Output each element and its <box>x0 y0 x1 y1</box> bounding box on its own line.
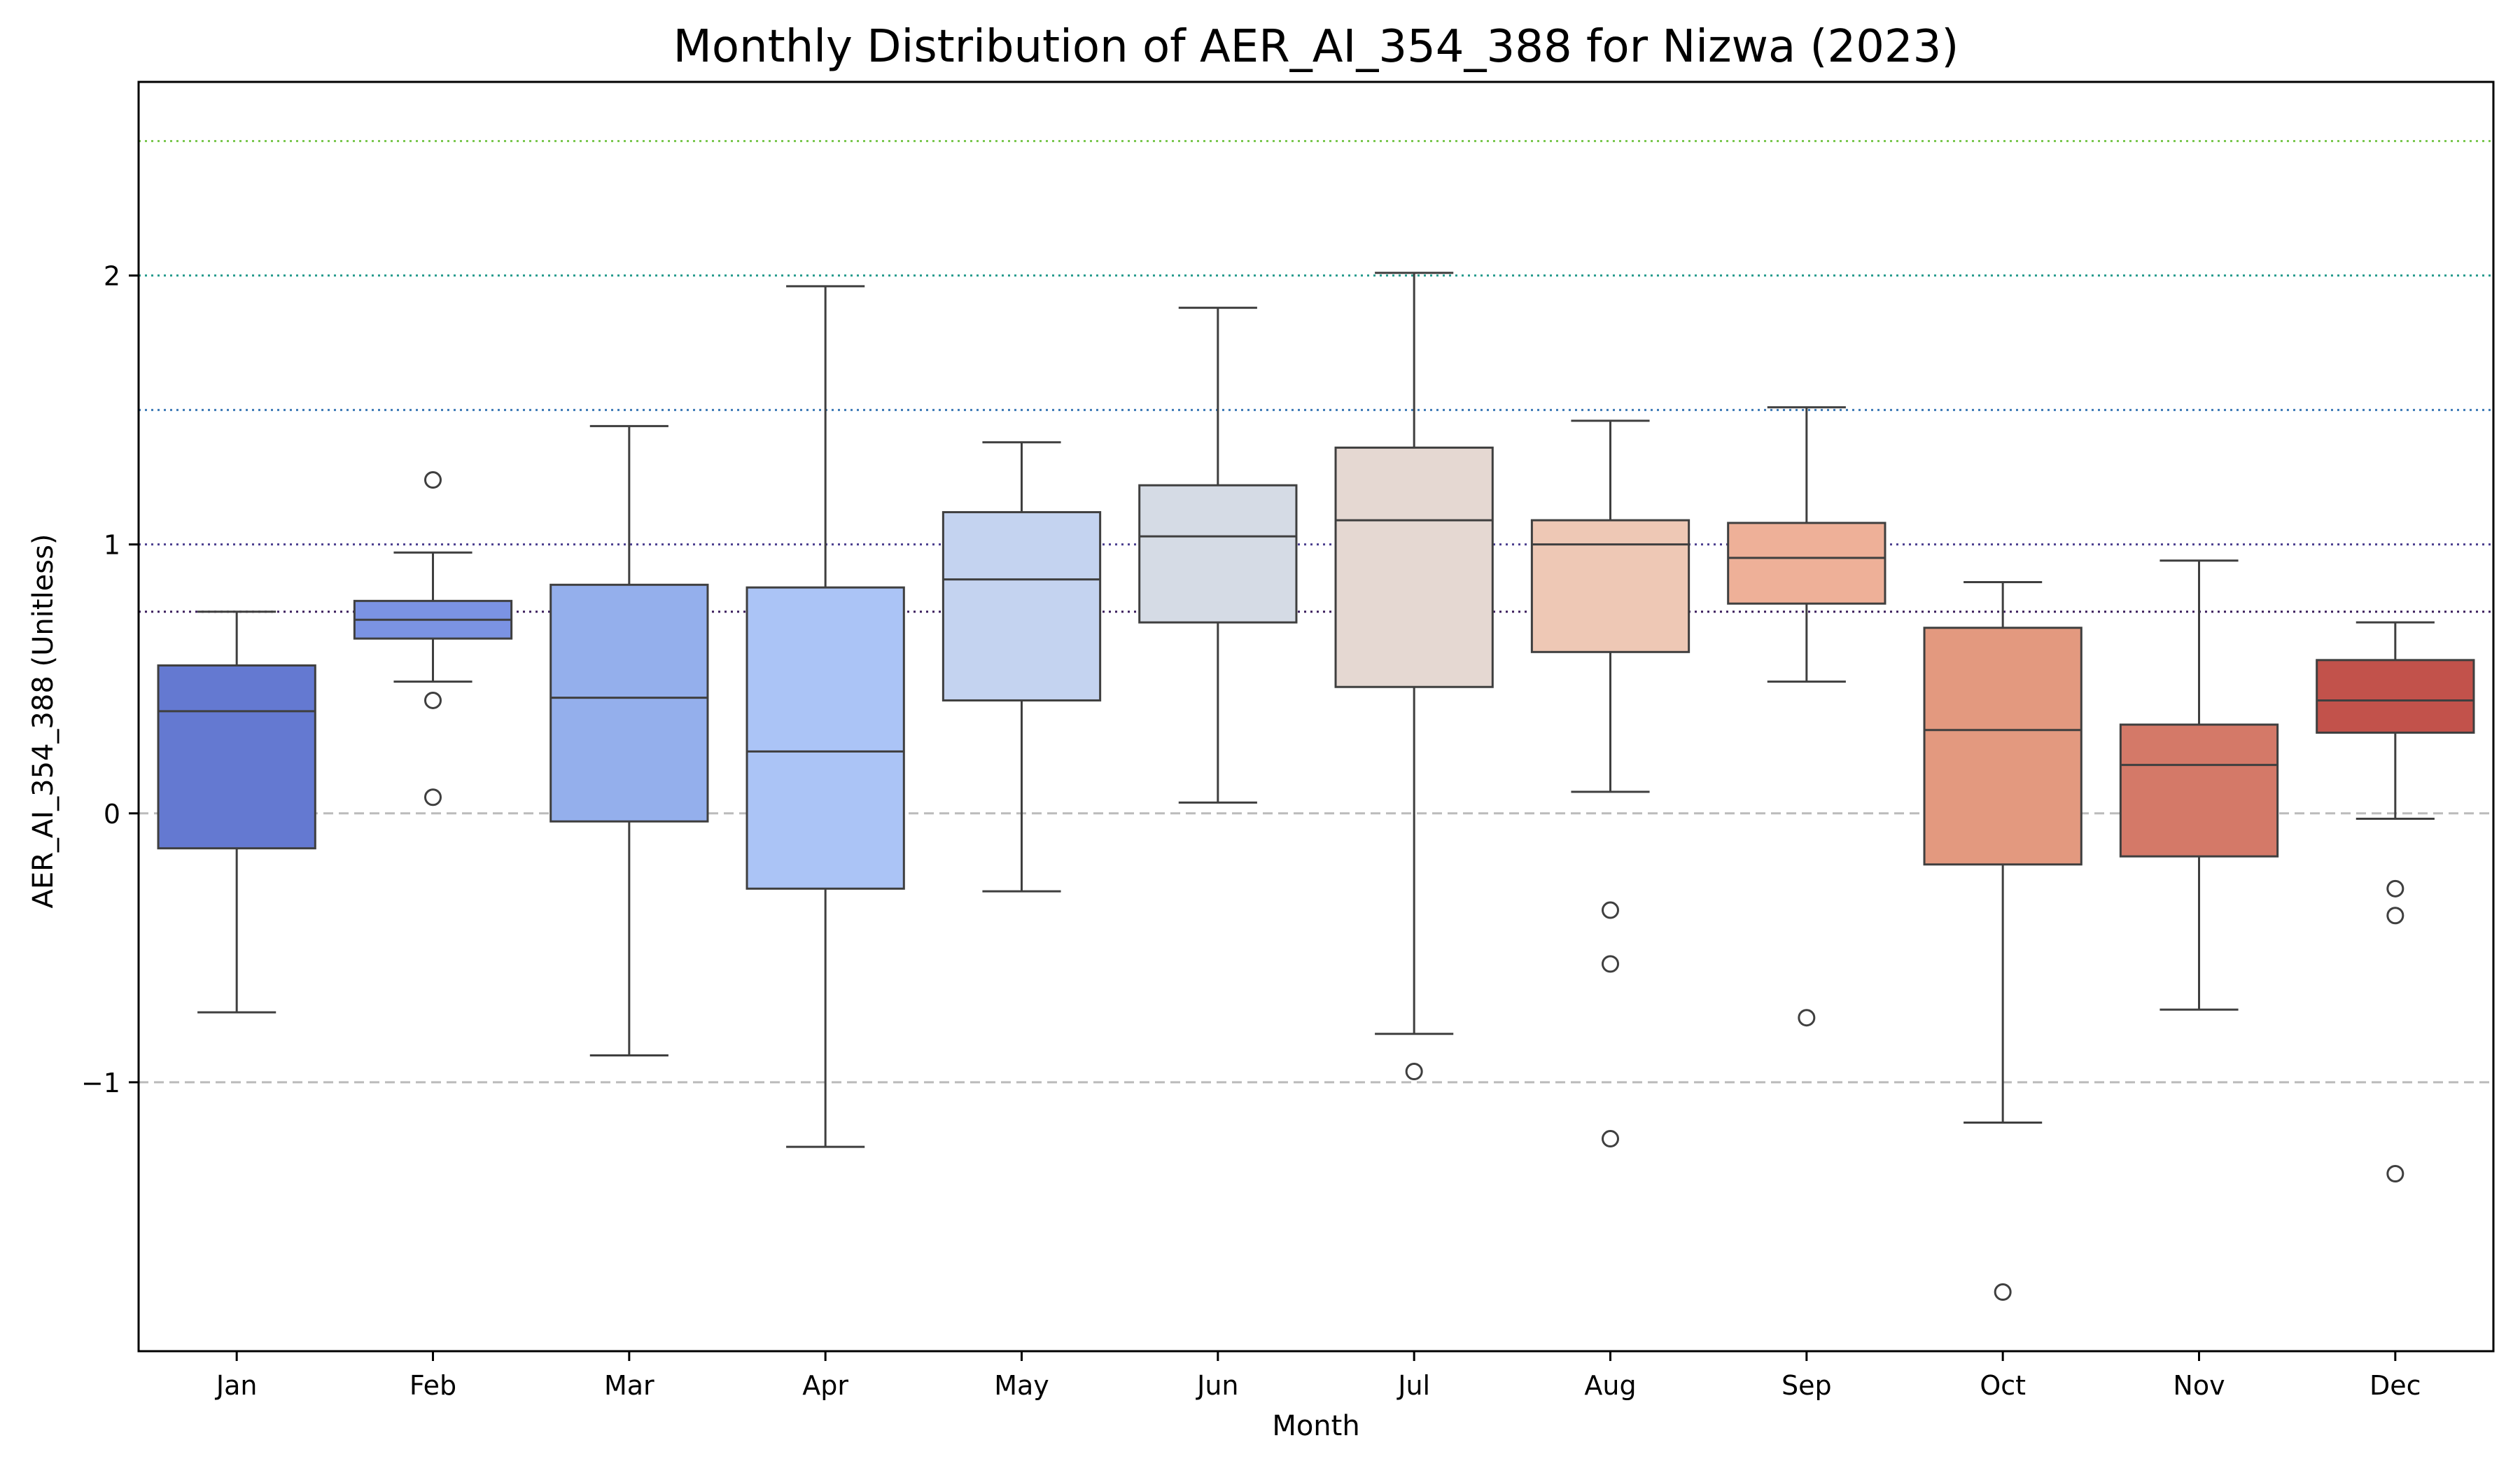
outlier-point <box>1798 1009 1816 1027</box>
x-tick-label: Dec <box>2370 1370 2421 1401</box>
y-tick-label: 0 <box>104 799 120 830</box>
iqr-box <box>2119 723 2279 858</box>
iqr-box <box>941 511 1102 701</box>
box-apr <box>746 285 905 1148</box>
outlier-point <box>2386 907 2404 925</box>
box-sep <box>1727 406 1886 1027</box>
box-jan <box>157 610 316 1014</box>
chart-title: Monthly Distribution of AER_AI_354_388 f… <box>673 21 1959 73</box>
box-may <box>941 441 1102 893</box>
iqr-box <box>157 664 316 850</box>
box-feb <box>353 470 513 807</box>
x-tick-label: Mar <box>604 1370 654 1401</box>
x-tick-label: Oct <box>1980 1370 2026 1401</box>
x-axis-ticks: Jan Feb Mar Apr May Jun Jul Aug Sep Oct Nov Dec <box>215 1351 2421 1401</box>
x-axis-label: Month <box>1272 1410 1359 1442</box>
iqr-box <box>746 586 905 890</box>
outlier-point <box>1602 1130 1619 1148</box>
outlier-point <box>1602 901 1619 919</box>
outlier-point <box>424 788 442 807</box>
iqr-box <box>1530 519 1690 653</box>
plot-area-frame <box>137 81 2495 1353</box>
iqr-box <box>1334 446 1494 688</box>
box-aug <box>1530 419 1690 1148</box>
y-axis-label: AER_AI_354_388 (Unitless) <box>27 533 59 908</box>
x-tick-label: Aug <box>1584 1370 1636 1401</box>
iqr-box <box>1727 522 1886 605</box>
x-tick-label: Jun <box>1196 1370 1238 1401</box>
iqr-box <box>1138 484 1298 624</box>
x-tick-label: Feb <box>410 1370 456 1401</box>
box-jul <box>1334 272 1494 1081</box>
x-tick-label: May <box>994 1370 1049 1401</box>
outlier-point <box>1994 1283 2012 1301</box>
x-tick-label: Apr <box>802 1370 848 1401</box>
iqr-box <box>2316 659 2475 734</box>
iqr-box <box>550 583 709 823</box>
outlier-point <box>1405 1063 1423 1081</box>
reference-lines <box>139 140 2493 1084</box>
box-dec <box>2316 621 2475 1182</box>
y-tick-label: −1 <box>81 1068 120 1098</box>
x-tick-label: Nov <box>2173 1370 2225 1401</box>
y-axis-ticks: −1 0 1 2 <box>81 261 139 1098</box>
y-tick-label: 1 <box>104 530 120 561</box>
iqr-box <box>1923 627 2082 866</box>
outlier-point <box>1602 955 1619 973</box>
outlier-point <box>424 470 442 489</box>
box-oct <box>1923 580 2082 1301</box>
x-tick-label: Jul <box>1396 1370 1430 1401</box>
boxes-layer <box>157 272 2475 1301</box>
outlier-point <box>2386 1164 2404 1182</box>
x-tick-label: Sep <box>1782 1370 1832 1401</box>
box-nov <box>2119 559 2279 1011</box>
box-mar <box>550 425 709 1056</box>
box-jun <box>1138 307 1298 804</box>
y-tick-label: 2 <box>104 261 120 292</box>
outlier-point <box>424 691 442 709</box>
x-tick-label: Jan <box>215 1370 258 1401</box>
outlier-point <box>2386 879 2404 898</box>
